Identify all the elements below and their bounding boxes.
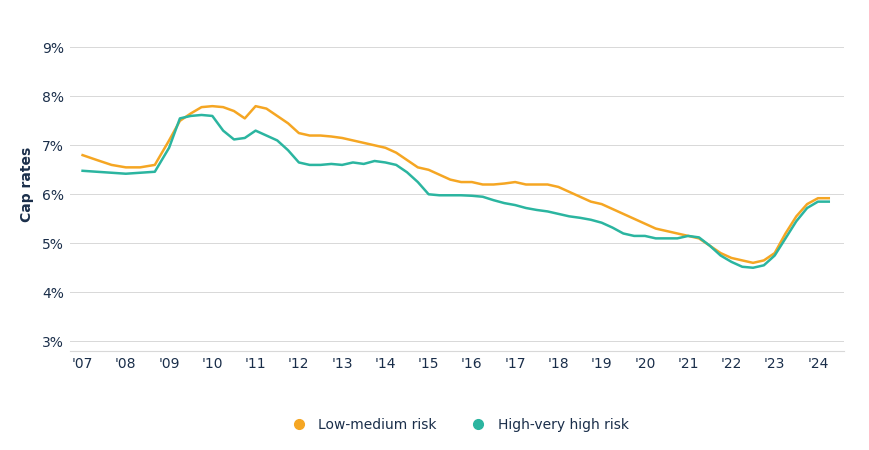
Y-axis label: Cap rates: Cap rates <box>20 147 34 222</box>
Low-medium risk <box>758 258 768 263</box>
High-very high risk <box>682 233 693 238</box>
High-very high risk <box>596 220 607 225</box>
High-very high risk <box>77 168 88 174</box>
Low-medium risk <box>747 260 758 265</box>
Line: Low-medium risk: Low-medium risk <box>83 106 828 263</box>
Low-medium risk <box>768 250 779 256</box>
Low-medium risk <box>596 202 607 207</box>
High-very high risk <box>768 253 779 258</box>
Low-medium risk <box>77 153 88 158</box>
Low-medium risk <box>207 104 217 109</box>
Line: High-very high risk: High-very high risk <box>83 115 828 268</box>
High-very high risk <box>196 112 207 117</box>
Legend: Low-medium risk, High-very high risk: Low-medium risk, High-very high risk <box>279 412 634 437</box>
High-very high risk <box>758 263 768 268</box>
High-very high risk <box>747 265 758 270</box>
High-very high risk <box>823 199 833 204</box>
Low-medium risk <box>823 195 833 201</box>
Low-medium risk <box>628 216 639 221</box>
Low-medium risk <box>779 231 790 236</box>
High-very high risk <box>628 233 639 238</box>
Low-medium risk <box>682 233 693 238</box>
High-very high risk <box>779 236 790 241</box>
